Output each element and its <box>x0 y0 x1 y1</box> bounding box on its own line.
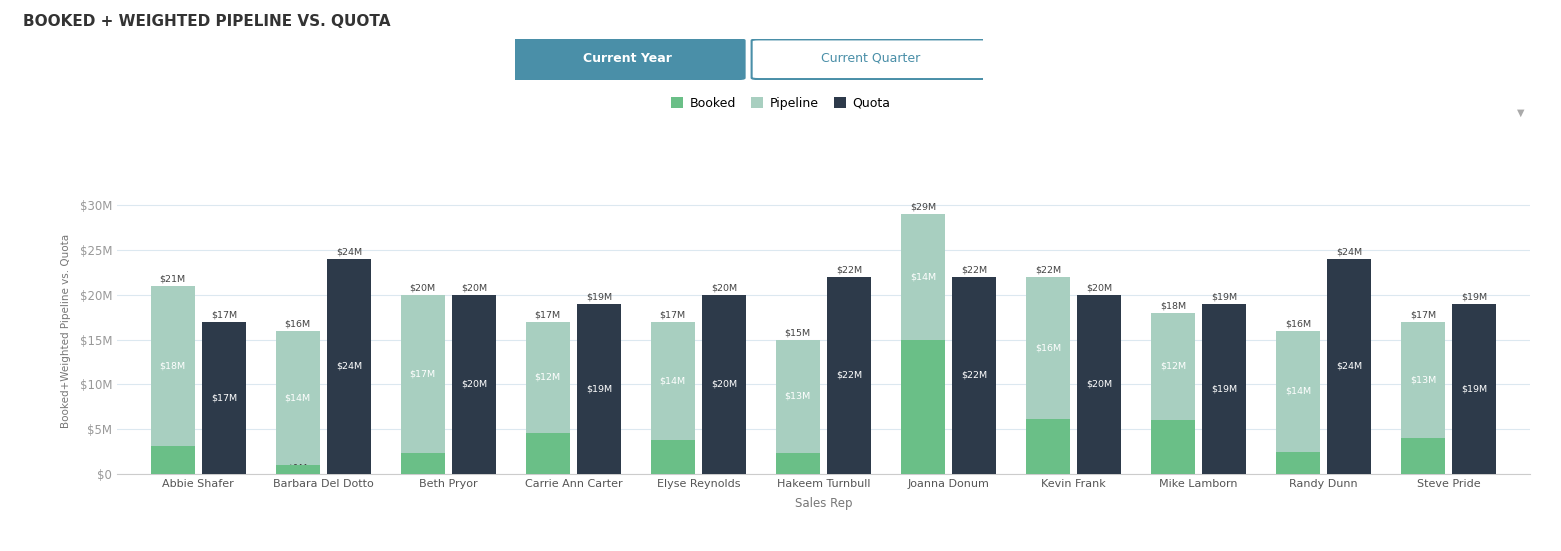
Y-axis label: Booked+Weighted Pipeline vs. Quota: Booked+Weighted Pipeline vs. Quota <box>61 234 72 428</box>
Text: $14M: $14M <box>660 376 685 385</box>
Text: BOOKED + WEIGHTED PIPELINE VS. QUOTA: BOOKED + WEIGHTED PIPELINE VS. QUOTA <box>23 14 390 29</box>
Bar <box>1026 277 1069 474</box>
Bar <box>776 453 820 474</box>
Bar <box>526 433 570 474</box>
Text: $13M: $13M <box>785 392 810 401</box>
Bar <box>578 304 621 474</box>
Text: $17M: $17M <box>1410 310 1436 320</box>
Text: $19M: $19M <box>585 384 612 393</box>
Text: $16M: $16M <box>1285 320 1311 328</box>
Text: $4M: $4M <box>1413 463 1433 472</box>
Text: $14M: $14M <box>1285 387 1311 396</box>
Bar <box>453 295 496 474</box>
Bar <box>151 286 195 474</box>
Text: $17M: $17M <box>535 310 560 320</box>
Text: Current Year: Current Year <box>584 52 671 65</box>
Text: ▼: ▼ <box>1517 108 1525 118</box>
FancyBboxPatch shape <box>751 40 988 79</box>
Text: $13M: $13M <box>1410 375 1436 385</box>
Text: $19M: $19M <box>1211 293 1238 301</box>
Text: $16M: $16M <box>284 320 311 328</box>
Bar <box>1402 438 1445 474</box>
Text: $21M: $21M <box>159 274 186 284</box>
Text: $14M: $14M <box>284 393 311 402</box>
FancyBboxPatch shape <box>510 40 745 79</box>
Bar <box>651 440 695 474</box>
Text: $29M: $29M <box>910 203 937 212</box>
Text: $20M: $20M <box>409 284 436 293</box>
Text: $6.1M: $6.1M <box>1033 463 1063 472</box>
Text: $3.1M: $3.1M <box>158 463 187 472</box>
Text: $12M: $12M <box>535 372 560 382</box>
Legend: Booked, Pipeline, Quota: Booked, Pipeline, Quota <box>665 92 896 115</box>
Text: $4.6M: $4.6M <box>534 463 562 472</box>
Text: $12M: $12M <box>1160 362 1186 371</box>
Text: $19M: $19M <box>1461 293 1488 301</box>
Text: $24M: $24M <box>1336 362 1363 371</box>
Bar <box>1026 419 1069 474</box>
Bar <box>776 339 820 474</box>
Bar <box>1077 295 1121 474</box>
Text: $18M: $18M <box>1160 301 1186 310</box>
Bar <box>151 446 195 474</box>
Text: $19M: $19M <box>1461 384 1488 393</box>
Text: $17M: $17M <box>211 310 237 320</box>
Bar <box>1452 304 1495 474</box>
X-axis label: Sales Rep: Sales Rep <box>795 497 852 510</box>
Text: $22M: $22M <box>1035 266 1061 274</box>
Text: $22M: $22M <box>962 266 987 274</box>
Text: $17M: $17M <box>211 393 237 402</box>
Text: $22M: $22M <box>837 266 862 274</box>
Text: $3.8M: $3.8M <box>659 463 687 472</box>
Bar <box>1150 313 1194 474</box>
Text: $17M: $17M <box>660 310 685 320</box>
Text: $20M: $20M <box>1086 284 1111 293</box>
Bar <box>276 465 320 474</box>
Bar <box>401 295 445 474</box>
Bar <box>1402 322 1445 474</box>
Text: $20M: $20M <box>710 380 737 389</box>
Text: $22M: $22M <box>837 371 862 380</box>
Bar <box>276 331 320 474</box>
Bar <box>201 322 245 474</box>
Text: $1M: $1M <box>287 463 308 472</box>
Text: $20M: $20M <box>460 380 487 389</box>
Bar <box>401 453 445 474</box>
Bar <box>1150 420 1194 474</box>
Bar <box>328 259 372 474</box>
Bar <box>1202 304 1246 474</box>
Bar <box>702 295 746 474</box>
Text: $15M: $15M <box>785 328 810 337</box>
Text: $24M: $24M <box>336 248 362 257</box>
Bar <box>901 214 944 474</box>
Text: $19M: $19M <box>1211 384 1238 393</box>
Text: Current Quarter: Current Quarter <box>821 52 921 65</box>
Bar <box>1275 331 1319 474</box>
Text: $15M: $15M <box>910 463 937 472</box>
Text: $17M: $17M <box>409 370 436 379</box>
Text: $24M: $24M <box>1336 248 1363 257</box>
Bar <box>1275 452 1319 474</box>
Text: $20M: $20M <box>1086 380 1111 389</box>
Text: $14M: $14M <box>910 272 937 282</box>
Bar <box>827 277 871 474</box>
Text: $16M: $16M <box>1035 344 1061 353</box>
Text: $22M: $22M <box>962 371 987 380</box>
Text: $24M: $24M <box>336 362 362 371</box>
Text: $18M: $18M <box>159 361 186 370</box>
Bar <box>651 322 695 474</box>
Text: $2.3M: $2.3M <box>784 463 812 472</box>
Bar <box>1327 259 1371 474</box>
Bar <box>526 322 570 474</box>
Text: $6M: $6M <box>1163 463 1183 472</box>
Text: $20M: $20M <box>710 284 737 293</box>
Bar <box>901 339 944 474</box>
Bar <box>952 277 996 474</box>
Text: $20M: $20M <box>460 284 487 293</box>
Text: $19M: $19M <box>585 293 612 301</box>
Text: $2.3M: $2.3M <box>407 463 437 472</box>
Text: $2.4M: $2.4M <box>1283 463 1313 472</box>
